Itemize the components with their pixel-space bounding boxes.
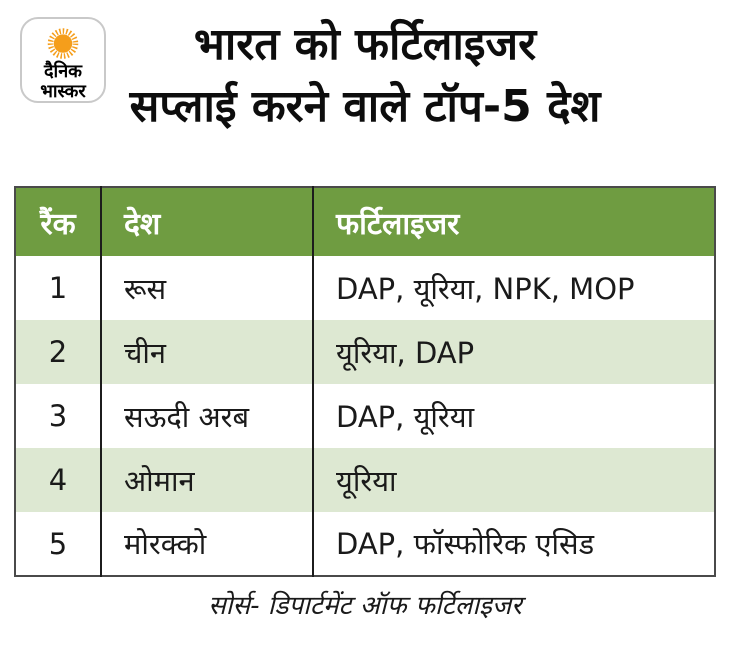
column-header-country: देश <box>100 187 313 256</box>
cell-country: चीन <box>100 320 313 384</box>
cell-fertilizer: DAP, फॉस्फोरिक एसिड <box>312 512 715 576</box>
cell-fertilizer: यूरिया, DAP <box>312 320 715 384</box>
cell-rank: 3 <box>48 399 68 433</box>
cell-rank: 2 <box>15 320 101 384</box>
fertilizer-suppliers-table: रैंक देश फर्टिलाइजर 1 रूस DAP, यूरिया, N… <box>14 186 716 577</box>
cell-fertilizer: यूरिया <box>312 448 715 512</box>
page-title: भारत को फर्टिलाइजर सप्लाई करने वाले टॉप-… <box>0 14 730 139</box>
cell-country: सऊदी अरब <box>100 384 313 448</box>
cell-rank: 5 <box>48 526 68 561</box>
column-header-fertilizer: फर्टिलाइजर <box>312 187 715 256</box>
table-header-row: रैंक देश फर्टिलाइजर <box>15 187 715 256</box>
logo-line-2: भास्कर <box>40 80 86 102</box>
title-line-2: सप्लाई करने वाले टॉप-5 देश <box>129 81 601 133</box>
header: भारत को फर्टिलाइजर सप्लाई करने वाले टॉप-… <box>0 0 730 176</box>
logo-wordmark: दैनिक भास्कर <box>40 62 86 101</box>
table-row: 2 चीन यूरिया, DAP <box>15 320 715 384</box>
table-row: 1 रूस DAP, यूरिया, NPK, MOP <box>15 256 715 320</box>
cell-country: ओमान <box>100 448 313 512</box>
table-row: 4 ओमान यूरिया <box>15 448 715 512</box>
cell-rank: 1 <box>48 271 68 305</box>
cell-country: मोरक्को <box>100 512 313 576</box>
logo-line-1: दैनिक <box>43 61 83 83</box>
source-credit: सोर्स- डिपार्टमेंट ऑफ फर्टिलाइजर <box>208 591 522 621</box>
dainik-bhaskar-logo: दैनिक भास्कर <box>20 17 106 103</box>
cell-fertilizer: DAP, यूरिया <box>312 384 715 448</box>
cell-rank: 4 <box>15 448 101 512</box>
table-row: 3 सऊदी अरब DAP, यूरिया <box>15 384 715 448</box>
table-row: 5 मोरक्को DAP, फॉस्फोरिक एसिड <box>15 512 715 576</box>
cell-fertilizer: DAP, यूरिया, NPK, MOP <box>312 256 715 320</box>
sun-icon <box>47 28 79 59</box>
cell-country: रूस <box>100 256 313 320</box>
title-line-1: भारत को फर्टिलाइजर <box>193 19 537 70</box>
column-header-rank: रैंक <box>15 187 101 256</box>
